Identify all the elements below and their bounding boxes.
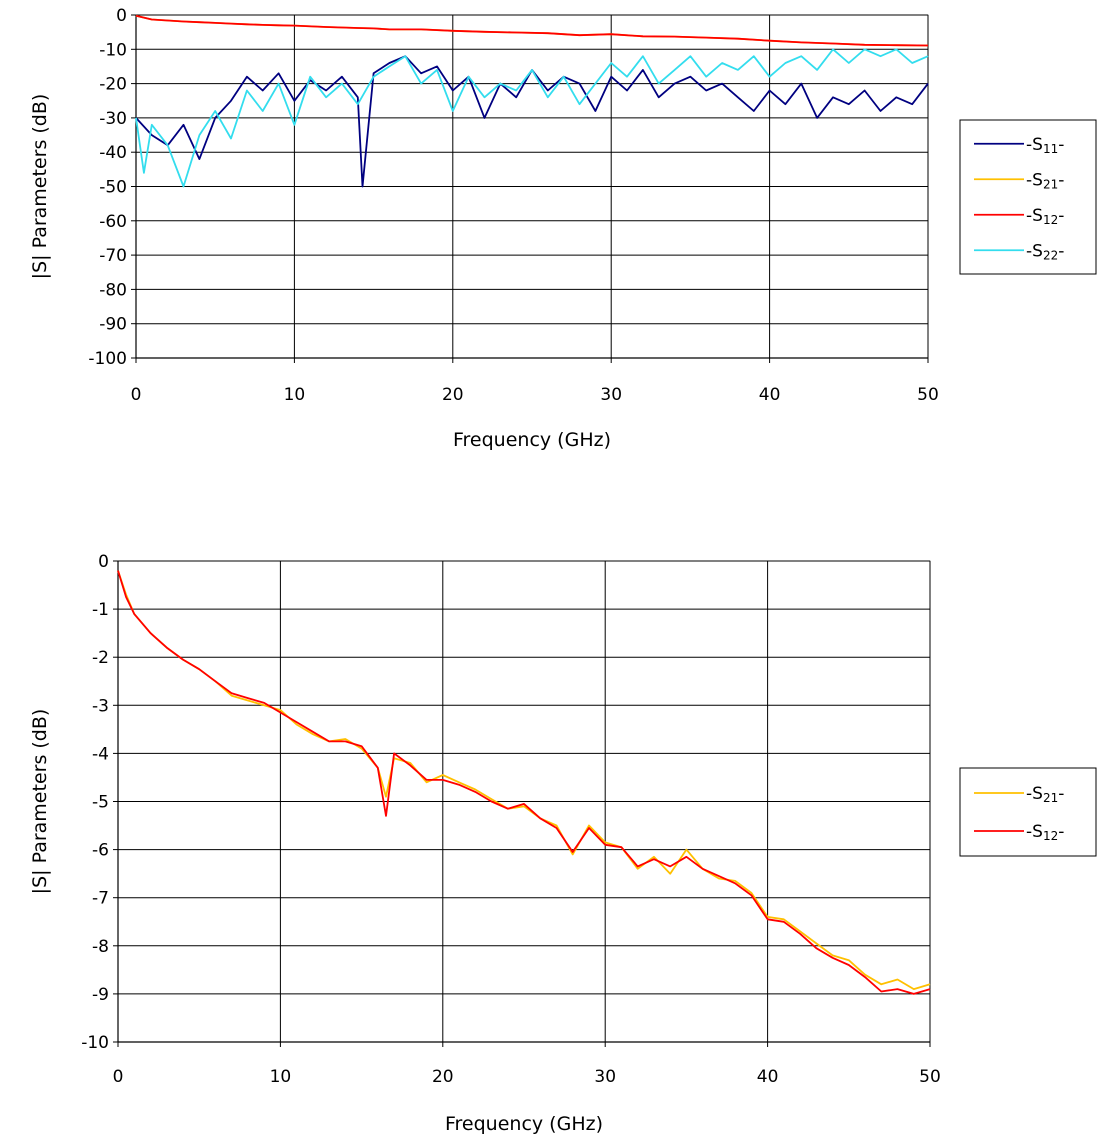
legend: -S21- -S12- [959,767,1097,857]
y-tick-label: -70 [99,246,127,266]
legend-label-s11: -S11- [1026,135,1064,156]
y-tick-label: -1 [92,600,109,620]
y-tick-label: -4 [92,744,109,764]
y-tick-label: -9 [92,985,109,1005]
legend-label-s21: -S21- [1026,170,1064,191]
x-axis-title: Frequency (GHz) [453,429,611,451]
y-tick-label: -60 [99,212,127,232]
y-tick-label: -6 [92,841,109,861]
y-tick-label: -3 [92,696,109,716]
x-tick-label: 10 [284,385,306,405]
y-axis-title: |S| Parameters (dB) [29,709,51,895]
legend-label-s12: -S12- [1026,206,1064,227]
y-tick-label: -20 [99,75,127,95]
y-tick-label: -2 [92,648,109,668]
series-line-s22 [135,48,929,188]
legend: -S11- -S21- -S12- -S22- [959,119,1097,275]
x-tick-label: 40 [759,385,781,405]
x-tick-label: 20 [442,385,464,405]
y-tick-label: -7 [92,889,109,909]
y-tick-label: -10 [99,40,127,60]
series-line-s12 [117,570,931,995]
series-line-s11 [135,55,929,188]
y-tick-label: -50 [99,178,127,198]
x-tick-label: 30 [594,1067,616,1087]
legend-label-s22: -S22- [1026,241,1064,262]
y-tick-label: -90 [99,315,127,335]
legend-box [959,767,1097,857]
x-tick-label: 50 [919,1067,941,1087]
series-line-s12 [135,14,929,47]
x-tick-label: 0 [131,385,142,405]
legend-box [959,119,1097,275]
y-tick-label: 0 [116,6,127,26]
x-tick-label: 30 [600,385,622,405]
y-tick-label: -8 [92,937,109,957]
y-tick-label: -10 [81,1033,109,1053]
y-tick-label: -5 [92,793,109,813]
y-axis-title: |S| Parameters (dB) [29,94,51,280]
y-tick-label: -100 [88,349,127,369]
x-tick-label: 20 [432,1067,454,1087]
x-tick-label: 40 [757,1067,779,1087]
y-tick-label: -30 [99,109,127,129]
legend-label-s21: -S21- [1026,784,1064,805]
x-tick-label: 0 [113,1067,124,1087]
y-tick-label: 0 [98,552,109,572]
legend-label-s12: -S12- [1026,822,1064,843]
x-axis-title: Frequency (GHz) [445,1113,603,1135]
chart-2: 0-1-2-3-4-5-6-7-8-9-100 10 20 30 40 50Frequen… [29,552,1097,1135]
x-tick-label: 50 [917,385,939,405]
y-tick-label: -80 [99,280,127,300]
y-tick-label: -40 [99,143,127,163]
x-tick-label: 10 [270,1067,292,1087]
